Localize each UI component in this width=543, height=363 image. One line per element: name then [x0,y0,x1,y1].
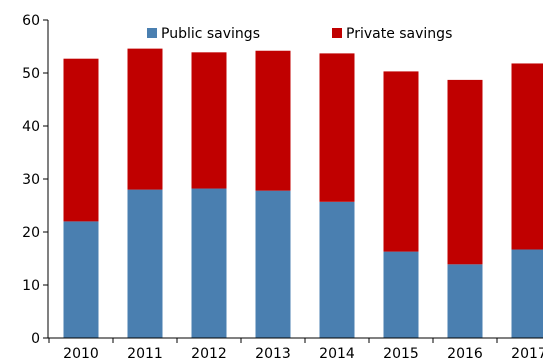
legend-swatch-private-savings [332,28,342,38]
x-tick-label-2016: 2016 [447,346,483,362]
bar-public-savings-2016 [447,264,483,338]
bar-private-savings-2016 [447,79,483,265]
x-tick-label-2013: 2013 [255,346,291,362]
x-tick-label-2015: 2015 [383,346,419,362]
legend-label-public-savings: Public savings [161,26,260,42]
x-tick-label-2011: 2011 [127,346,163,362]
x-tick-label-2012: 2012 [191,346,227,362]
bar-private-savings-2010 [63,58,99,222]
y-tick-label: 30 [22,172,40,188]
bar-private-savings-2017 [511,63,543,250]
bar-public-savings-2011 [127,189,163,338]
bar-public-savings-2010 [63,221,99,338]
y-tick-label: 50 [22,66,40,82]
x-tick-label-2010: 2010 [63,346,99,362]
y-tick-label: 60 [22,13,40,29]
x-tick-label-2014: 2014 [319,346,355,362]
y-tick-label: 10 [22,278,40,294]
bar-private-savings-2011 [127,48,163,190]
y-tick-label: 20 [22,225,40,241]
bar-public-savings-2014 [319,201,355,338]
legend: Public savings Private savings [147,26,452,42]
bar-private-savings-2015 [383,71,419,252]
bar-public-savings-2015 [383,251,419,338]
axis-layer: 0 10 20 30 40 50 60 2010 2011 2012 2013 2014 2015 201… [22,13,543,362]
y-tick-label: 0 [31,331,40,347]
legend-swatch-public-savings [147,28,157,38]
bars-layer [63,48,543,338]
bar-private-savings-2012 [191,52,227,189]
bar-private-savings-2014 [319,53,355,202]
bar-public-savings-2017 [511,249,543,338]
bar-private-savings-2013 [255,50,291,191]
bar-public-savings-2012 [191,188,227,338]
bar-public-savings-2013 [255,190,291,338]
y-tick-label: 40 [22,119,40,135]
legend-label-private-savings: Private savings [346,26,452,42]
x-tick-label-2017: 2017 [511,346,543,362]
